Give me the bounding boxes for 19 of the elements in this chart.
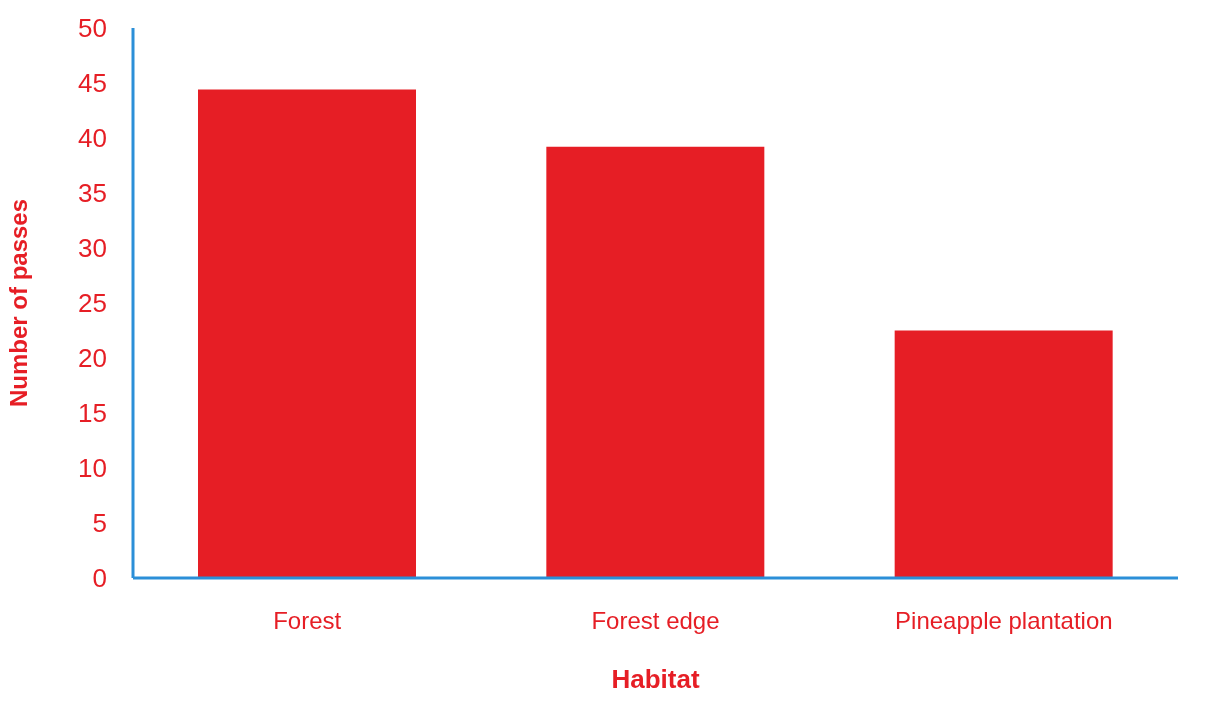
bar bbox=[894, 330, 1113, 578]
y-tick-label: 10 bbox=[78, 453, 107, 484]
x-axis-title: Habitat bbox=[611, 664, 700, 694]
y-tick-label: 50 bbox=[78, 13, 107, 44]
y-tick-label: 25 bbox=[78, 288, 107, 319]
bar bbox=[546, 146, 765, 578]
x-tick-label: Forest bbox=[273, 607, 342, 635]
y-tick-label: 15 bbox=[78, 398, 107, 429]
y-tick-label: 30 bbox=[78, 233, 107, 264]
y-tick-label: 40 bbox=[78, 123, 107, 154]
x-tick-label: Pineapple plantation bbox=[895, 607, 1113, 635]
y-tick-label: 5 bbox=[92, 508, 107, 539]
bar bbox=[198, 89, 416, 578]
y-tick-label: 35 bbox=[78, 178, 107, 209]
y-axis-title: Number of passes bbox=[4, 198, 32, 408]
y-tick-label: 20 bbox=[78, 343, 107, 374]
x-tick-label: Forest edge bbox=[591, 607, 720, 635]
y-tick-label: 0 bbox=[92, 563, 107, 594]
y-tick-label: 45 bbox=[78, 68, 107, 99]
